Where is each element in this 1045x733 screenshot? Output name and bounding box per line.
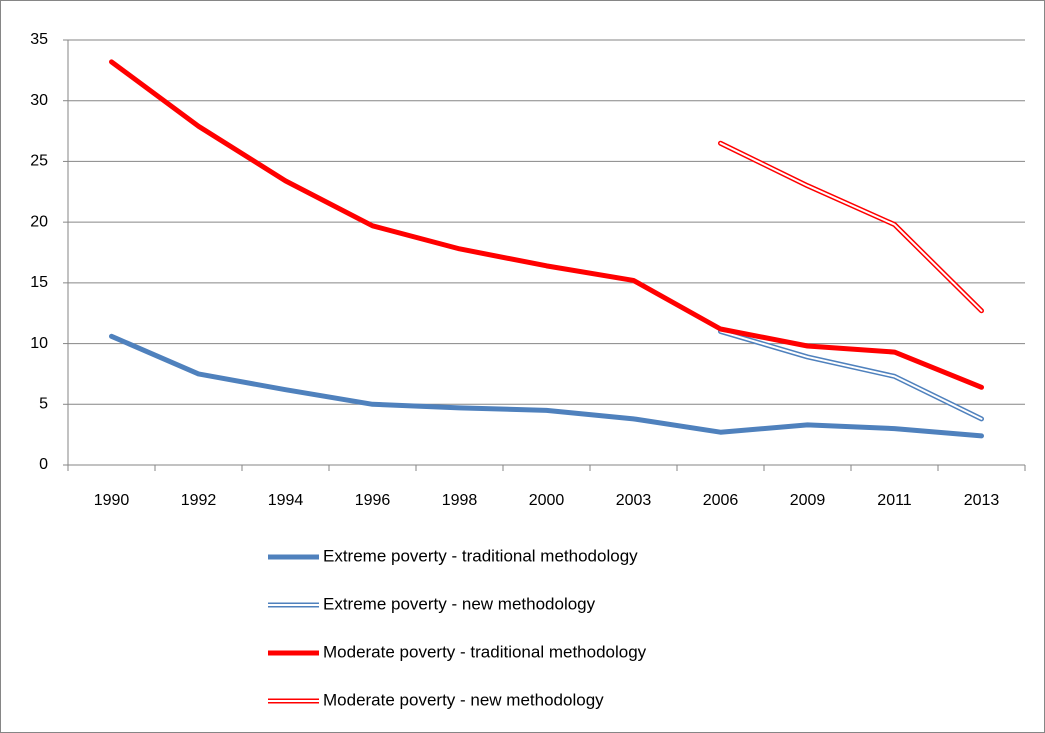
y-tick-label: 5 (39, 396, 48, 413)
y-tick-label: 10 (30, 335, 48, 352)
y-tick-label: 20 (30, 213, 48, 230)
x-tick-label: 1996 (355, 492, 391, 509)
x-tick-label: 1998 (442, 492, 478, 509)
y-tick-label: 35 (30, 31, 48, 48)
legend-label: Moderate poverty - new methodology (323, 690, 604, 709)
x-tick-label: 1994 (268, 492, 304, 509)
series-line (109, 59, 984, 390)
x-tick-label: 2013 (964, 492, 1000, 509)
y-tick-label: 0 (39, 456, 48, 473)
x-tick-label: 2009 (790, 492, 826, 509)
y-tick-label: 15 (30, 274, 48, 291)
y-tick-label: 30 (30, 92, 48, 109)
x-tick-label: 2011 (877, 492, 912, 509)
legend-label: Moderate poverty - traditional methodolo… (323, 642, 647, 661)
legend-label: Extreme poverty - new methodology (323, 594, 596, 613)
x-tick-label: 2003 (616, 492, 652, 509)
x-tick-label: 2006 (703, 492, 739, 509)
series-line-inner (719, 142, 983, 312)
legend-label: Extreme poverty - traditional methodolog… (323, 546, 638, 565)
x-tick-label: 2000 (529, 492, 565, 509)
y-tick-label: 25 (30, 153, 48, 170)
x-tick-label: 1990 (94, 492, 130, 509)
series-line-inner (719, 330, 983, 420)
series-line (109, 333, 984, 439)
x-tick-label: 1992 (181, 492, 217, 509)
